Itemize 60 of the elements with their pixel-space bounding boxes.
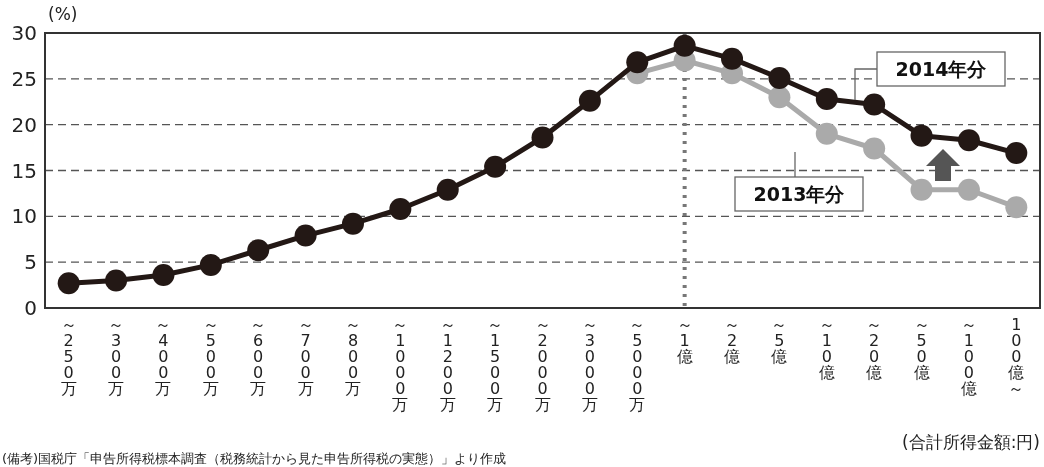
point (815, 122, 838, 145)
text: (備考)国税庁「申告所得税標本調査（税務統計から見た申告所得税の実態）」より作成 (2, 451, 507, 466)
point (247, 239, 270, 262)
y-tick-label: 10 (11, 204, 37, 229)
x-tick-label: ～300万 (108, 315, 125, 398)
x-tick-label: ～3000万 (581, 315, 598, 414)
x-tick-label: ～250万 (60, 315, 77, 398)
x-tick-label: ～1億 (676, 315, 693, 366)
point (768, 66, 791, 89)
point (1005, 196, 1028, 219)
x-tick-label: ～1000万 (392, 315, 409, 414)
y-tick-label: 25 (11, 66, 37, 91)
x-tick-label: ～5000万 (629, 315, 646, 414)
point (294, 224, 317, 247)
point (436, 178, 459, 201)
x-tick-label: ～600万 (250, 315, 267, 398)
point (863, 93, 886, 116)
series-label: 2014年分 (895, 57, 988, 80)
y-tick-label: 0 (24, 296, 37, 320)
point (626, 51, 649, 74)
x-tick-label: ～50億 (913, 315, 930, 382)
point (152, 264, 175, 286)
point (389, 198, 412, 220)
x-axis-title: (合計所得金額:円) (902, 432, 1040, 452)
point (531, 126, 554, 149)
point (768, 86, 791, 109)
point (578, 89, 601, 112)
x-tick-label: 100億～ (1008, 315, 1025, 398)
point (957, 178, 980, 201)
point (815, 88, 838, 110)
x-tick-label: ～10億 (818, 315, 835, 382)
y-axis-title: (%) (48, 4, 78, 24)
point (957, 129, 980, 152)
point (57, 272, 80, 295)
point (910, 124, 933, 147)
x-tick-label: ～2億 (724, 315, 741, 366)
x-tick-label: ～5億 (771, 315, 788, 366)
x-tick-label: ～2000万 (534, 315, 551, 414)
x-tick-label: ～800万 (344, 315, 361, 398)
x-tick-label: ～20億 (866, 315, 883, 382)
x-tick-label: ～400万 (155, 315, 172, 398)
y-tick-label: 20 (11, 112, 37, 137)
point (199, 253, 222, 276)
point (105, 269, 128, 292)
point (1005, 142, 1028, 165)
x-tick-label: ～100億 (960, 315, 977, 398)
point (484, 155, 507, 178)
y-tick-label: 5 (24, 250, 37, 275)
x-tick-label: ～700万 (297, 315, 314, 398)
x-tick-label: ～1500万 (487, 315, 504, 414)
point (910, 178, 933, 201)
point (341, 212, 364, 235)
series-label: 2013年分 (753, 182, 846, 205)
x-tick-label: ～1200万 (439, 315, 456, 414)
point (863, 137, 886, 160)
y-tick-label: 15 (11, 158, 37, 183)
point (721, 47, 744, 70)
x-tick-label: ～500万 (202, 315, 219, 398)
point (673, 34, 696, 57)
y-tick-label: 30 (11, 21, 37, 45)
